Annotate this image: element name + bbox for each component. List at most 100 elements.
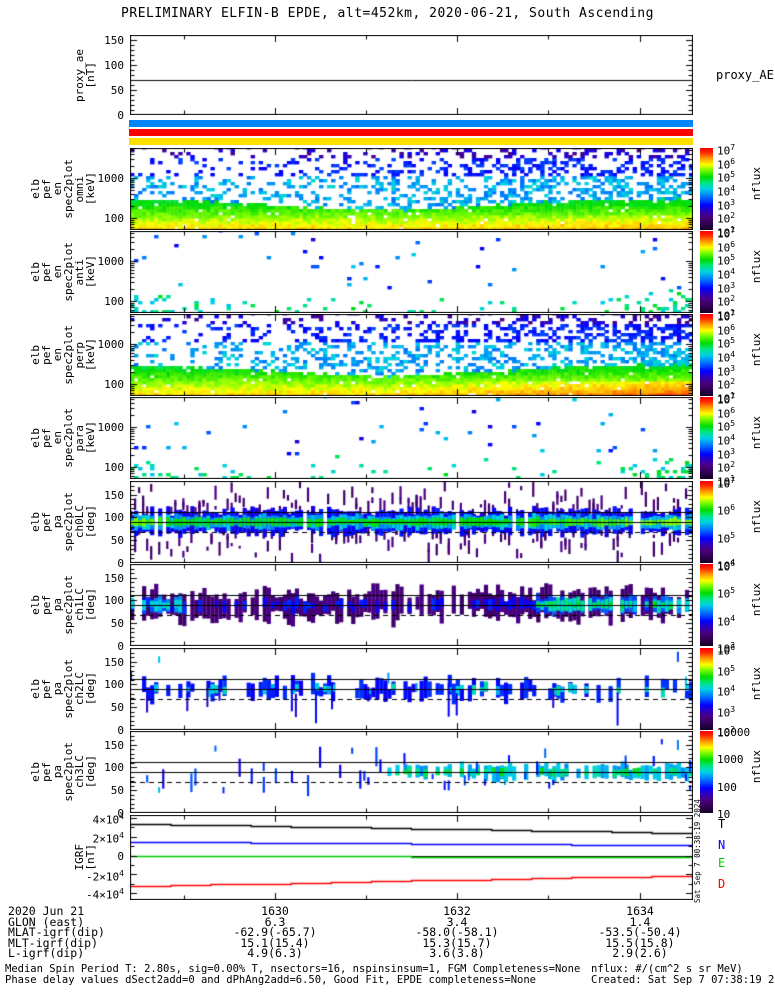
- colorbar-tick-ch0LC: 105: [717, 530, 736, 546]
- colorbar-tick-perp: 102: [717, 377, 736, 392]
- colorbar-tick-ch0LC: 104: [717, 558, 736, 573]
- colorbar-tick-para: 106: [717, 405, 736, 421]
- colorbar-tick-perp: 104: [717, 350, 736, 365]
- igrf-ytick: 4×104: [92, 811, 124, 827]
- axis-row-value: 6.3: [264, 914, 286, 929]
- colorbar-tick-omni: 103: [717, 197, 736, 213]
- colorbar-tick-para: 105: [717, 419, 736, 434]
- colorbar-tick-anti: 101: [717, 308, 736, 323]
- ytick-ch3LC: 150: [104, 738, 124, 752]
- colorbar-tick-para: 104: [717, 433, 736, 448]
- colorbar-tick-ch3LC: 10: [717, 808, 731, 821]
- colorbar-tick-anti: 107: [717, 226, 736, 241]
- colorbar-tick-ch1LC: 103: [717, 641, 736, 656]
- spectrogram-anti: [130, 231, 693, 313]
- footer-nflux-units: nflux: #/(cm^2 s sr MeV): [591, 963, 743, 975]
- ytick-ch3LC: 100: [104, 761, 124, 775]
- axis-row-value: 1630: [261, 904, 289, 918]
- igrf-ytick: -4×104: [86, 887, 124, 903]
- ytick-perp: 1000: [97, 338, 125, 351]
- igrf-ytick: 2×104: [92, 830, 124, 846]
- axis-row-value: 4.9(6.3): [247, 946, 303, 960]
- created-timestamp-vertical: Sat Sep 7 00:38:19 2024: [693, 799, 702, 903]
- ytick-anti: 100: [104, 295, 124, 308]
- ytick-perp: 100: [104, 378, 124, 391]
- ytick-ch1LC: 100: [104, 594, 124, 608]
- ytick-anti: 1000: [97, 255, 125, 268]
- proxy-ae-axis-label: proxy_ae [nT]: [28, 35, 97, 115]
- axis-row-label: GLON (east): [8, 914, 85, 929]
- colorbar-tick-ch0LC: 106: [717, 503, 736, 518]
- axis-row-4: L-igrf(dip) 4.9(6.3) 3.6(3.8) 2.9(2.6): [0, 946, 775, 960]
- spectrogram-ch2LC: [130, 648, 693, 730]
- ytick-omni: 1000: [97, 172, 125, 185]
- ytick-ch0LC: 0: [117, 557, 124, 570]
- igrf-series-label-N: N: [718, 838, 726, 852]
- colorbar-ch2LC: [700, 648, 713, 730]
- igrf-ytick: 0: [117, 849, 124, 863]
- ytick-ch0LC: 150: [104, 488, 124, 502]
- colorbar-tick-ch3LC: 1000: [717, 753, 744, 767]
- ytick-ch0LC: 100: [104, 511, 124, 525]
- axis-row-label: 2020 Jun 21: [8, 904, 85, 918]
- colorbar-tick-para: 107: [717, 392, 736, 407]
- ytick-ch2LC: 100: [104, 678, 124, 692]
- axis-row-value: 1.4: [629, 914, 651, 929]
- ephemeris-axis-rows: 2020 Jun 21 1630 1632 1634 GLON (east) 6.3 3.4…: [0, 904, 775, 960]
- colorbar-tick-perp: 106: [717, 322, 736, 338]
- axis-row-label: L-igrf(dip): [8, 946, 85, 960]
- ytick-ch2LC: 0: [117, 724, 124, 737]
- axis-row-2: MLAT-igrf(dip) -62.9(-65.7) -58.0(-58.1) -5…: [0, 925, 775, 939]
- colorbar-tick-omni: 104: [717, 184, 736, 199]
- ytick-para: 1000: [97, 421, 125, 434]
- ytick-ch2LC: 150: [104, 655, 124, 669]
- colorbar-ch3LC: [700, 731, 713, 813]
- ytick-ch0LC: 50: [110, 534, 124, 548]
- axis-row-1: GLON (east) 6.3 3.4 1.4: [0, 914, 775, 929]
- axis-row-value: 3.4: [446, 914, 468, 929]
- colorbar-tick-ch1LC: 104: [717, 613, 736, 629]
- axis-row-value: 1632: [443, 904, 471, 918]
- proxy-ae-ytick: 0: [117, 109, 124, 122]
- colorbar-label-para: nflux: [750, 416, 763, 450]
- colorbar-tick-perp: 105: [717, 336, 736, 351]
- spectrogram-ch1LC: [130, 564, 693, 646]
- colorbar-tick-ch2LC: 103: [717, 704, 736, 720]
- colorbar-tick-ch2LC: 106: [717, 643, 736, 658]
- colorbar-label-perp: nflux: [750, 333, 763, 367]
- axis-row-0: 2020 Jun 21 1630 1632 1634: [0, 904, 775, 918]
- colorbar-tick-perp: 101: [717, 391, 736, 406]
- igrf-series-label-T: T: [718, 817, 726, 831]
- axis-row-value: 15.5(15.8): [605, 935, 675, 950]
- bar-blue: [129, 120, 693, 127]
- axis-row-label: MLAT-igrf(dip): [8, 925, 105, 939]
- ytick-omni: 100: [104, 212, 124, 225]
- ytick-ch1LC: 150: [104, 571, 124, 585]
- spectrogram-ch3LC: [130, 731, 693, 813]
- colorbar-tick-para: 102: [717, 460, 736, 475]
- colorbar-anti: [700, 231, 713, 313]
- footer-line1: Median Spin Period T: 2.80s, sig=0.00% T…: [5, 963, 581, 975]
- colorbar-tick-ch3LC: 10000: [717, 726, 751, 739]
- colorbar-tick-anti: 106: [717, 239, 736, 255]
- colorbar-label-ch2LC: nflux: [750, 667, 763, 701]
- colorbar-label-ch3LC: nflux: [750, 750, 763, 784]
- footer-line2: Phase delay values dSect2add=0 and dPhAn…: [5, 974, 537, 986]
- ytick-ch3LC: 0: [117, 807, 124, 820]
- colorbar-tick-anti: 104: [717, 267, 736, 282]
- colorbar-tick-perp: 103: [717, 363, 736, 379]
- colorbar-tick-para: 103: [717, 446, 736, 462]
- spectrogram-omni: [130, 148, 693, 230]
- colorbar-tick-anti: 103: [717, 280, 736, 296]
- axis-row-label: MLT-igrf(dip): [8, 935, 99, 950]
- proxy-ae-ytick: 50: [110, 84, 124, 97]
- colorbar-tick-ch3LC: 100: [717, 780, 737, 794]
- axis-row-value: 1634: [626, 904, 654, 918]
- ytick-para: 100: [104, 461, 124, 474]
- colorbar-tick-ch1LC: 105: [717, 586, 736, 601]
- plot-title: PRELIMINARY ELFIN-B EPDE, alt=452km, 202…: [121, 6, 654, 21]
- proxy-ae-panel: [130, 35, 693, 115]
- ytick-ch3LC: 50: [110, 784, 124, 798]
- colorbar-tick-para: 101: [717, 474, 736, 489]
- igrf-panel: [130, 815, 693, 900]
